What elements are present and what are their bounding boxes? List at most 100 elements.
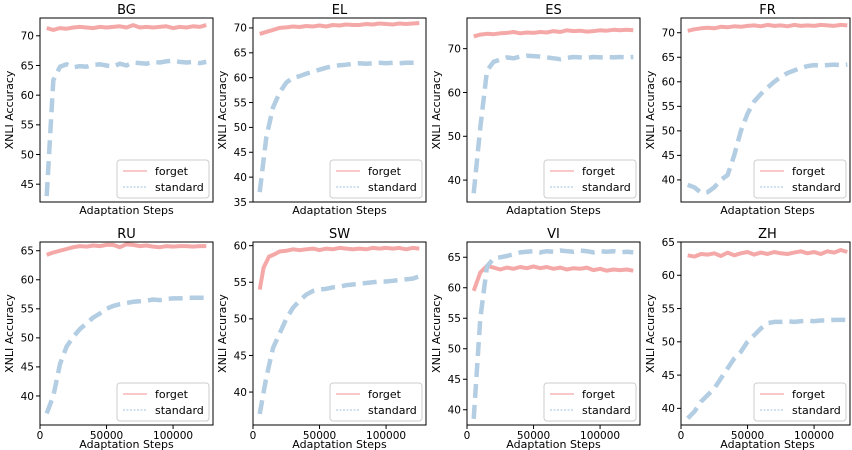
- x-axis-label: Adaptation Steps: [720, 204, 815, 217]
- legend-box: [543, 159, 637, 199]
- y-tick-label: 70: [662, 28, 675, 40]
- series-line-standard: [44, 295, 207, 415]
- legend-box: [116, 159, 210, 199]
- y-tick-label: 45: [448, 374, 461, 386]
- y-tick-label: 50: [662, 337, 675, 349]
- subplot-fr: 40 45 50 55 60 65 70 FR Adaptation Steps XNLI Acc…: [644, 3, 851, 217]
- y-tick-label: 40: [234, 387, 247, 399]
- y-tick-label: 50: [448, 131, 461, 143]
- y-tick-label: 60: [234, 72, 247, 84]
- y-tick-label: 50: [448, 344, 461, 356]
- y-tick-label: 60: [662, 77, 675, 89]
- subplot-title: FR: [759, 3, 776, 18]
- series-line-forget: [46, 242, 207, 257]
- legend: forget standard: [543, 382, 637, 422]
- y-axis-label: XNLI Accuracy: [644, 70, 657, 149]
- series-line-forget: [259, 21, 420, 36]
- y-axis-label: XNLI Accuracy: [644, 294, 657, 373]
- legend: forget standard: [753, 159, 847, 199]
- y-axis-label: XNLI Accuracy: [216, 70, 229, 149]
- x-tick-label: 50000: [303, 430, 336, 442]
- series-line-standard: [686, 62, 848, 195]
- subplot-title: ES: [545, 3, 561, 18]
- series-line-forget: [46, 23, 207, 32]
- y-tick-label: 50: [234, 122, 247, 134]
- y-tick-label: 50: [234, 314, 247, 326]
- subplot-title: ZH: [758, 227, 777, 242]
- x-axis-label: Adaptation Steps: [79, 438, 174, 450]
- series-line-forget: [687, 22, 848, 33]
- series-line-standard: [257, 60, 420, 193]
- legend-box: [329, 382, 423, 422]
- subplot-title: BG: [117, 3, 136, 18]
- x-tick-label: 0: [250, 430, 257, 442]
- series-line-standard: [44, 58, 207, 197]
- legend-label-forget: forget: [368, 165, 402, 178]
- subplot-title: RU: [117, 227, 136, 242]
- y-tick-label: 40: [234, 172, 247, 184]
- y-tick-label: 45: [21, 179, 34, 191]
- legend-label-standard: standard: [582, 404, 631, 417]
- x-tick-label: 50000: [731, 430, 764, 442]
- y-tick-label: 40: [21, 391, 34, 403]
- legend-label-standard: standard: [582, 181, 631, 194]
- legend-box: [753, 382, 847, 422]
- legend-box: [543, 382, 637, 422]
- subplot-title: EL: [332, 3, 348, 18]
- series-line-standard: [471, 248, 634, 420]
- plot-frame: [466, 17, 641, 203]
- legend-label-forget: forget: [155, 388, 189, 401]
- x-axis-label: Adaptation Steps: [506, 438, 601, 450]
- y-tick-label: 45: [662, 370, 675, 382]
- series-line-forget: [473, 27, 634, 39]
- legend-label-standard: standard: [155, 404, 204, 417]
- y-tick-label: 60: [448, 283, 461, 295]
- subplot-title: VI: [547, 227, 560, 242]
- series-line-standard: [471, 53, 634, 194]
- legend-label-forget: forget: [582, 388, 616, 401]
- plot-frame: [252, 241, 427, 426]
- y-tick-label: 65: [662, 237, 675, 249]
- y-tick-label: 65: [21, 60, 34, 72]
- y-tick-label: 65: [234, 48, 247, 60]
- x-axis-label: Adaptation Steps: [506, 204, 601, 217]
- legend-label-standard: standard: [368, 181, 417, 194]
- x-tick-label: 100000: [580, 430, 620, 442]
- subplot-ru: 40 45 50 55 60 65 0 50000 100000 RU Adaptation Ste…: [3, 227, 214, 450]
- y-tick-label: 40: [662, 403, 675, 415]
- legend: forget standard: [116, 382, 210, 422]
- y-tick-label: 45: [21, 362, 34, 374]
- plot-frame: [680, 241, 851, 426]
- plot-frame: [466, 241, 641, 426]
- y-axis-label: XNLI Accuracy: [216, 294, 229, 373]
- series-line-forget: [687, 248, 848, 259]
- subplot-bg: 45 50 55 60 65 70 BG Adaptation Steps XNLI Accur…: [3, 3, 214, 217]
- subplot-vi: 40 45 50 55 60 65 0 50000 100000 VI Adaptation Ste…: [430, 227, 641, 450]
- legend-label-forget: forget: [368, 388, 402, 401]
- y-tick-label: 50: [662, 126, 675, 138]
- y-tick-label: 55: [662, 303, 675, 315]
- x-tick-label: 100000: [366, 430, 406, 442]
- y-tick-label: 60: [448, 87, 461, 99]
- y-tick-label: 50: [21, 149, 34, 161]
- y-tick-label: 40: [448, 405, 461, 417]
- x-tick-label: 0: [37, 430, 44, 442]
- y-tick-label: 55: [21, 304, 34, 316]
- legend-label-standard: standard: [792, 181, 841, 194]
- subplot-sw: 40 45 50 55 60 0 50000 100000 SW Adaptation Steps…: [216, 227, 427, 450]
- x-axis-label: Adaptation Steps: [292, 438, 387, 450]
- y-tick-label: 55: [662, 101, 675, 113]
- y-tick-label: 45: [662, 150, 675, 162]
- x-axis-label: Adaptation Steps: [292, 204, 387, 217]
- plot-frame: [252, 17, 427, 203]
- x-tick-label: 50000: [90, 430, 123, 442]
- subplot-title: SW: [329, 227, 350, 242]
- y-tick-label: 65: [662, 52, 675, 64]
- plot-frame: [39, 241, 214, 426]
- x-tick-label: 100000: [794, 430, 834, 442]
- series-line-standard: [686, 317, 848, 420]
- y-tick-label: 45: [234, 350, 247, 362]
- subplot-el: 35 40 45 50 55 60 65 70 EL Adaptation Steps XNLI A…: [216, 3, 427, 217]
- y-tick-label: 70: [234, 23, 247, 35]
